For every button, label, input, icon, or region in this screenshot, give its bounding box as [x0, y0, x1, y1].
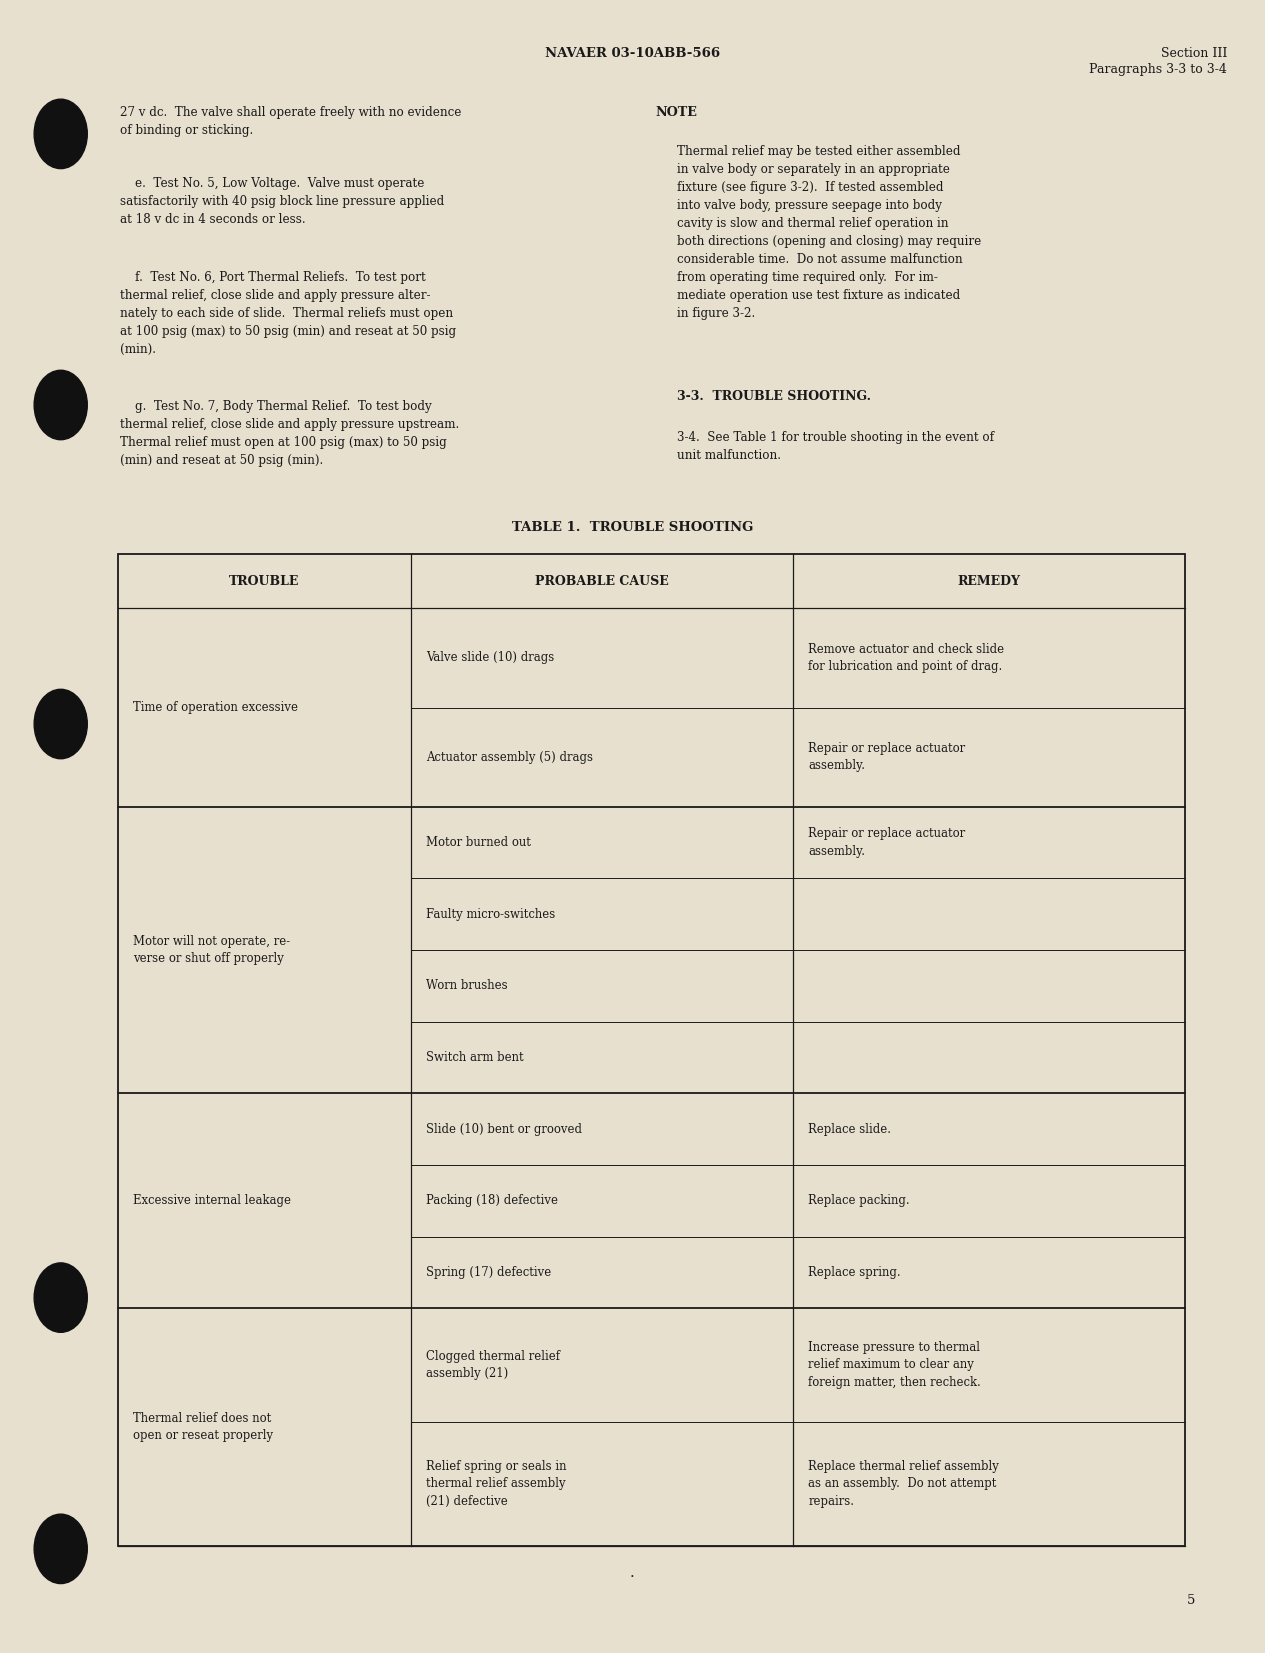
Circle shape [34, 1514, 87, 1584]
Text: Clogged thermal relief
assembly (21): Clogged thermal relief assembly (21) [426, 1351, 560, 1380]
Text: 27 v dc.  The valve shall operate freely with no evidence
of binding or sticking: 27 v dc. The valve shall operate freely … [120, 106, 462, 137]
Text: Packing (18) defective: Packing (18) defective [426, 1195, 558, 1207]
Text: Replace packing.: Replace packing. [808, 1195, 910, 1207]
Text: PROBABLE CAUSE: PROBABLE CAUSE [535, 575, 669, 587]
Circle shape [34, 689, 87, 759]
Text: 3-3.  TROUBLE SHOOTING.: 3-3. TROUBLE SHOOTING. [677, 390, 870, 403]
Text: Thermal relief does not
open or reseat properly: Thermal relief does not open or reseat p… [133, 1412, 273, 1443]
Text: Slide (10) bent or grooved: Slide (10) bent or grooved [426, 1122, 582, 1136]
Bar [118, 554, 1185, 1546]
Text: Worn brushes: Worn brushes [426, 980, 509, 992]
Text: ·: · [630, 1570, 635, 1584]
Circle shape [34, 370, 87, 440]
Text: Section III: Section III [1161, 46, 1227, 60]
Text: Actuator assembly (5) drags: Actuator assembly (5) drags [426, 750, 593, 764]
Text: Remove actuator and check slide
for lubrication and point of drag.: Remove actuator and check slide for lubr… [808, 643, 1004, 673]
Circle shape [34, 1263, 87, 1332]
Text: Increase pressure to thermal
relief maximum to clear any
foreign matter, then re: Increase pressure to thermal relief maxi… [808, 1341, 982, 1389]
Text: e.  Test No. 5, Low Voltage.  Valve must operate
satisfactorily with 40 psig blo: e. Test No. 5, Low Voltage. Valve must o… [120, 177, 444, 226]
Text: REMEDY: REMEDY [958, 575, 1021, 587]
Text: NOTE: NOTE [655, 106, 698, 119]
Text: 3-4.  See Table 1 for trouble shooting in the event of
unit malfunction.: 3-4. See Table 1 for trouble shooting in… [677, 431, 994, 463]
Text: 5: 5 [1187, 1593, 1195, 1607]
Text: TABLE 1.  TROUBLE SHOOTING: TABLE 1. TROUBLE SHOOTING [512, 521, 753, 534]
Text: Motor will not operate, re-
verse or shut off properly: Motor will not operate, re- verse or shu… [133, 936, 290, 965]
Text: Repair or replace actuator
assembly.: Repair or replace actuator assembly. [808, 742, 965, 772]
Text: Replace spring.: Replace spring. [808, 1266, 901, 1279]
Text: Switch arm bent: Switch arm bent [426, 1051, 524, 1065]
Text: g.  Test No. 7, Body Thermal Relief.  To test body
thermal relief, close slide a: g. Test No. 7, Body Thermal Relief. To t… [120, 400, 459, 468]
Text: TROUBLE: TROUBLE [229, 575, 300, 587]
Text: Relief spring or seals in
thermal relief assembly
(21) defective: Relief spring or seals in thermal relief… [426, 1460, 567, 1508]
Text: Replace slide.: Replace slide. [808, 1122, 892, 1136]
Text: Repair or replace actuator
assembly.: Repair or replace actuator assembly. [808, 828, 965, 858]
Text: Thermal relief may be tested either assembled
in valve body or separately in an : Thermal relief may be tested either asse… [677, 145, 982, 321]
Text: NAVAER 03-10ABB-566: NAVAER 03-10ABB-566 [545, 46, 720, 60]
Circle shape [34, 99, 87, 169]
Text: Spring (17) defective: Spring (17) defective [426, 1266, 552, 1279]
Text: Excessive internal leakage: Excessive internal leakage [133, 1195, 291, 1207]
Text: f.  Test No. 6, Port Thermal Reliefs.  To test port
thermal relief, close slide : f. Test No. 6, Port Thermal Reliefs. To … [120, 271, 457, 355]
Text: Motor burned out: Motor burned out [426, 836, 531, 850]
Text: Paragraphs 3-3 to 3-4: Paragraphs 3-3 to 3-4 [1089, 63, 1227, 76]
Text: Valve slide (10) drags: Valve slide (10) drags [426, 651, 554, 665]
Text: Replace thermal relief assembly
as an assembly.  Do not attempt
repairs.: Replace thermal relief assembly as an as… [808, 1460, 999, 1508]
Text: Time of operation excessive: Time of operation excessive [133, 701, 297, 714]
Text: Faulty micro-switches: Faulty micro-switches [426, 907, 555, 921]
